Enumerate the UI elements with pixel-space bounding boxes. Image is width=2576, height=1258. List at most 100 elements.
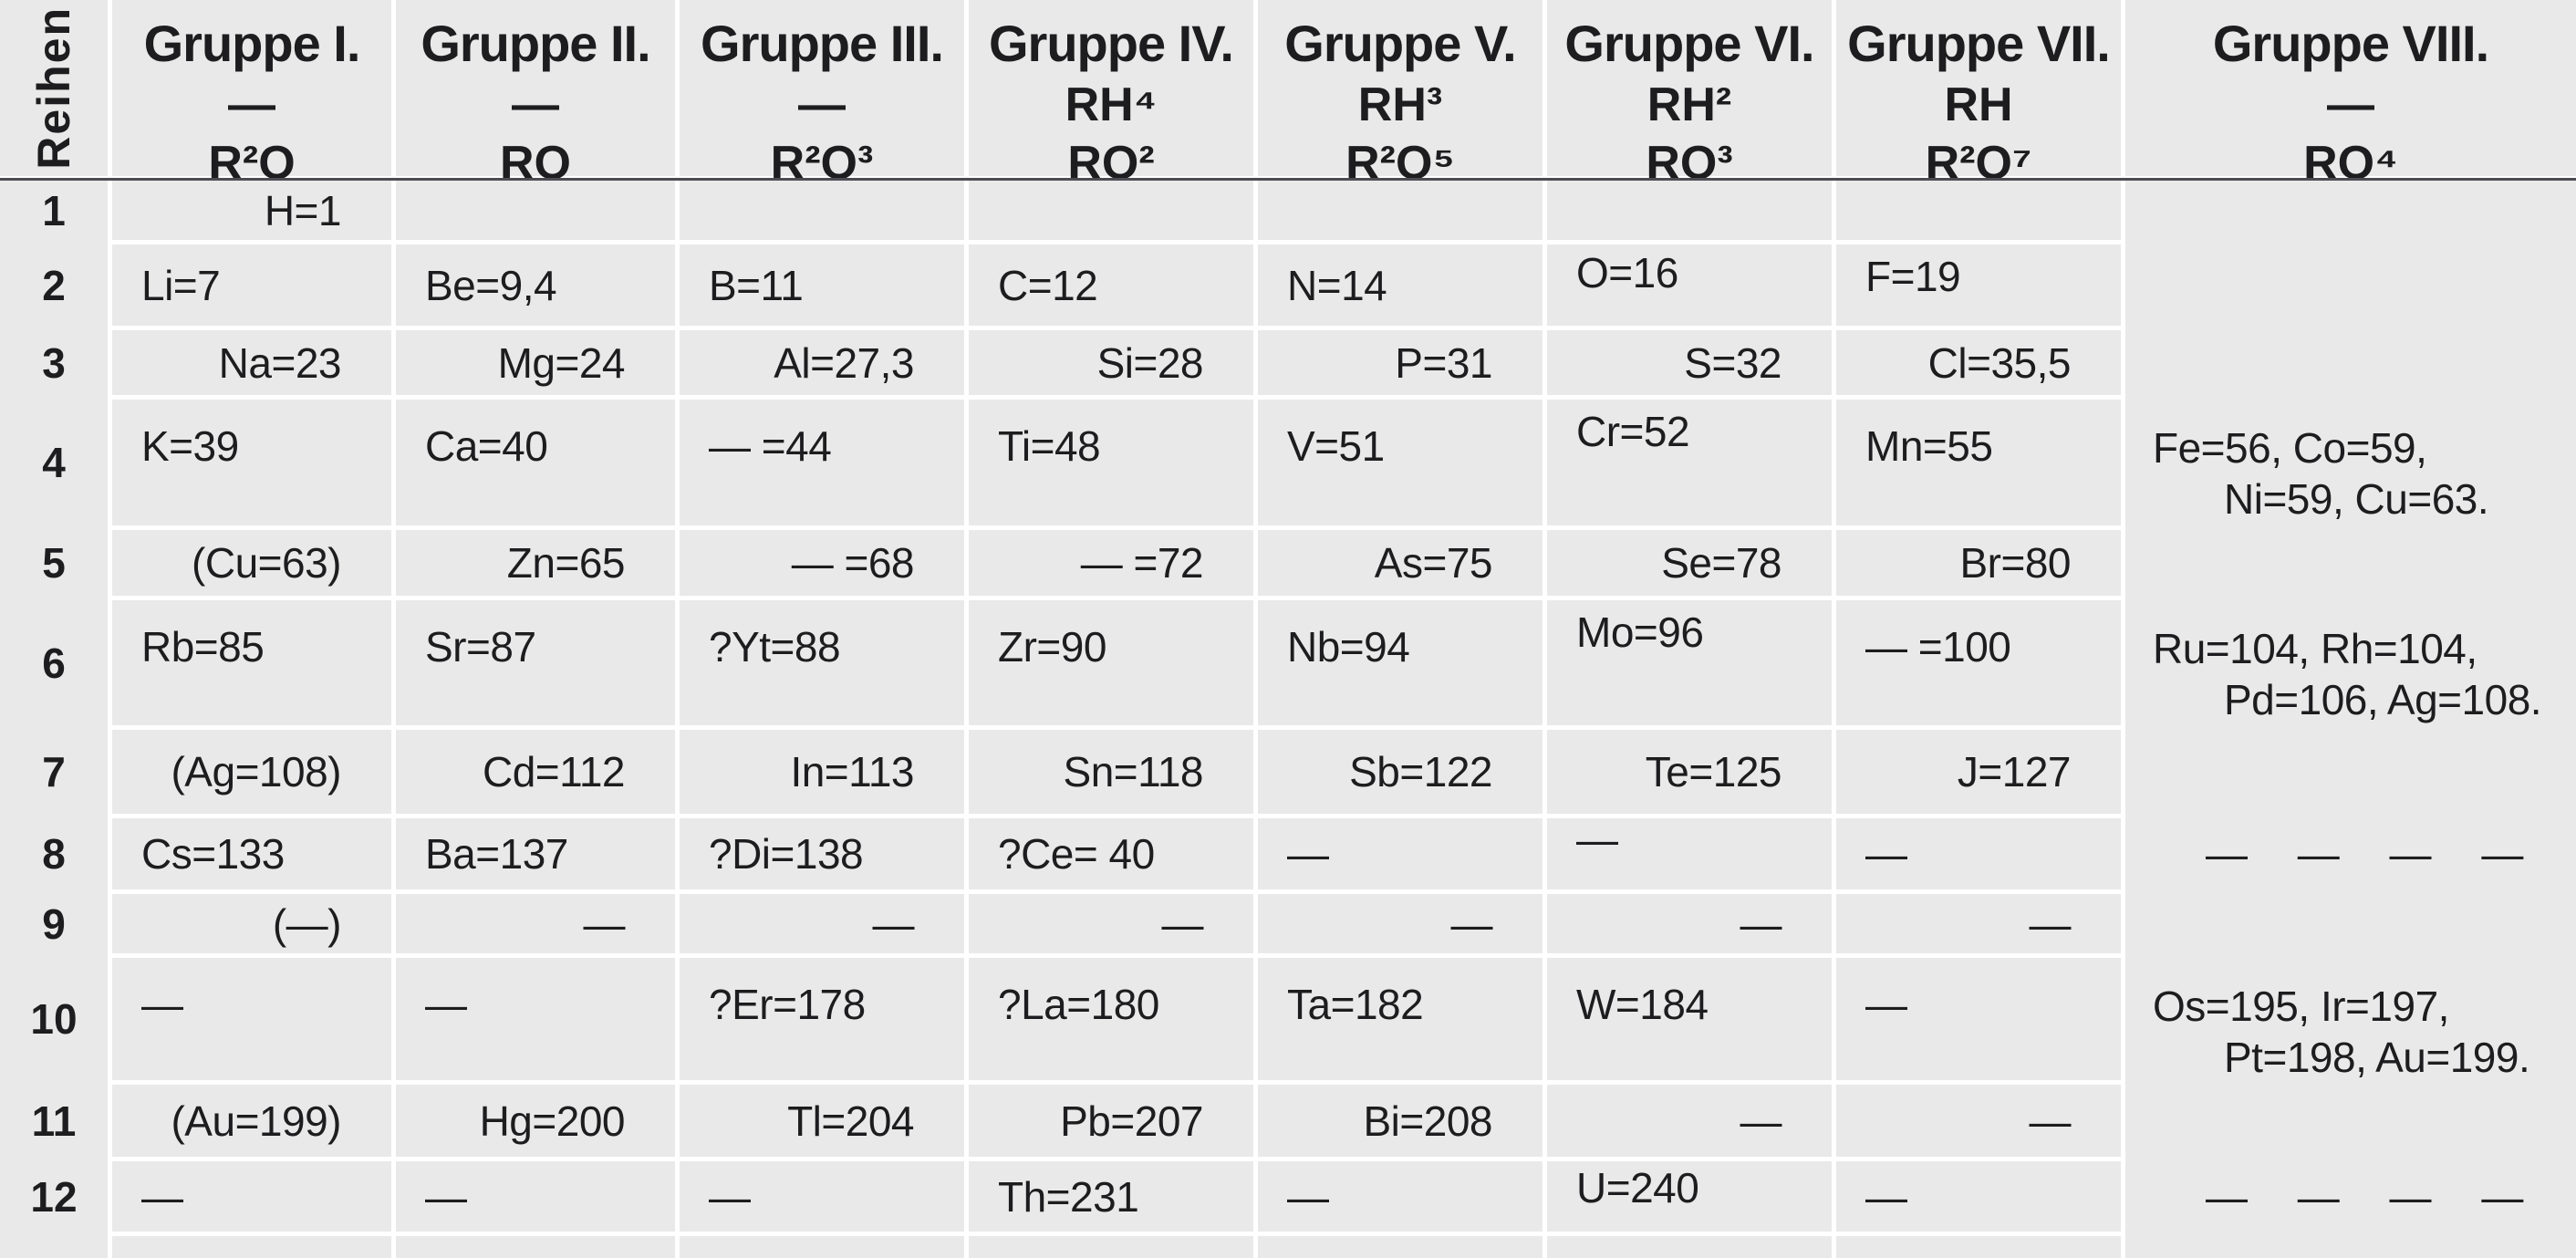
- element-entry: As=75: [1374, 539, 1493, 587]
- cell-group5-row6: Nb=94: [1258, 600, 1542, 725]
- element-entry: V=51: [1287, 422, 1385, 470]
- cell-group6-row10: W=184: [1547, 958, 1832, 1080]
- cell-group2-row11: Hg=200: [396, 1085, 675, 1157]
- cell-group4-row7: Sn=118: [969, 730, 1253, 814]
- row-number: 7: [42, 748, 66, 795]
- element-entry: —: [872, 899, 915, 948]
- group-header-6: Gruppe VI. RH² RO³: [1547, 0, 1832, 188]
- element-entry: —: [1450, 899, 1493, 948]
- group-title: Gruppe II.: [421, 15, 650, 72]
- element-entry: K=39: [141, 422, 239, 470]
- row-number: 12: [30, 1172, 78, 1221]
- element-entry: Ba=137: [425, 830, 568, 878]
- cell-group7-row12: —: [1836, 1161, 2121, 1232]
- cell-group3-row9: —: [680, 894, 964, 953]
- cell-group1-row8: Cs=133: [112, 818, 391, 889]
- element-entry: —: [1161, 899, 1204, 948]
- cell-group5-row8: —: [1258, 818, 1542, 889]
- element-entry: Pb=207: [1060, 1097, 1203, 1145]
- cell-group5-row4: V=51: [1258, 400, 1542, 525]
- group8-entry-line: Fe=56, Co=59,: [2153, 424, 2427, 472]
- element-entry: Ta=182: [1287, 981, 1424, 1028]
- group8-dash-row: — — — —: [2206, 1172, 2524, 1221]
- element-entry: Mn=55: [1865, 422, 1993, 470]
- cell-group2-row2: Be=9,4: [396, 244, 675, 326]
- row-axis-label: Reihen: [28, 6, 79, 170]
- cell-group4-row6: Zr=90: [969, 600, 1253, 725]
- cell-group6-row2: O=16: [1547, 244, 1832, 326]
- cell-group6-row8: —: [1547, 816, 1832, 889]
- cell-group4-row8: ?Ce= 40: [969, 818, 1253, 889]
- element-entry: —: [1865, 1172, 1907, 1221]
- group-header-1: Gruppe I. — R²O: [112, 0, 391, 188]
- element-entry: F=19: [1865, 252, 1961, 300]
- cell-group1-row10: —: [112, 958, 391, 1080]
- group-hydride-formula: RH²: [1646, 78, 1732, 131]
- element-entry: P=31: [1395, 338, 1492, 387]
- cell-group2-row9: —: [396, 894, 675, 953]
- element-entry: Cs=133: [141, 830, 285, 878]
- cell-continuation: [396, 1236, 675, 1258]
- element-entry: (Ag=108): [171, 748, 341, 795]
- element-entry: Si=28: [1096, 338, 1204, 387]
- element-entry: —: [583, 899, 626, 948]
- row-number: 10: [30, 995, 78, 1043]
- group-title: Gruppe V.: [1284, 15, 1516, 72]
- cell-group4-row3: Si=28: [969, 330, 1253, 395]
- element-entry: Th=231: [998, 1172, 1139, 1221]
- cell-group7-row5: Br=80: [1836, 530, 2121, 596]
- group-hydride-formula: —: [512, 78, 559, 131]
- element-entry: Tl=204: [787, 1097, 914, 1145]
- cell-continuation: [969, 1236, 1253, 1258]
- element-entry: ?Yt=88: [709, 623, 841, 671]
- group-title: Gruppe VIII.: [2212, 15, 2489, 72]
- cell-group3-row7: In=113: [680, 730, 964, 814]
- cell-group5-row12: —: [1258, 1161, 1542, 1232]
- group-title: Gruppe IV.: [988, 15, 1234, 72]
- row-number: 8: [42, 830, 66, 878]
- group8-entry-line: Ni=59, Cu=63.: [2224, 475, 2489, 523]
- cell-group1-row6: Rb=85: [112, 600, 391, 725]
- element-entry: —: [2029, 899, 2072, 948]
- element-entry: Zr=90: [998, 623, 1106, 671]
- cell-group2-row1: [396, 181, 675, 240]
- element-entry: —: [425, 981, 467, 1028]
- cell-group6-row9: —: [1547, 894, 1832, 953]
- group-hydride-formula: RH⁴: [1065, 78, 1158, 131]
- group8-entry-line: Pd=106, Ag=108.: [2224, 676, 2542, 723]
- element-entry: In=113: [790, 748, 914, 795]
- cell-group1-row7: (Ag=108): [112, 730, 391, 814]
- group-header-5: Gruppe V. RH³ R²O⁵: [1258, 0, 1542, 188]
- element-entry: S=32: [1684, 338, 1781, 387]
- cell-group3-row1: [680, 181, 964, 240]
- cell-group7-row9: —: [1836, 894, 2121, 953]
- group8-column: Fe=56, Co=59, Ni=59, Cu=63. Ru=104, Rh=104…: [2125, 181, 2576, 1258]
- row-number: 3: [42, 338, 66, 387]
- element-entry: —: [2029, 1097, 2072, 1145]
- cell-group6-row7: Te=125: [1547, 730, 1832, 814]
- group-header-3: Gruppe III. — R²O³: [680, 0, 964, 188]
- element-entry: ?Di=138: [709, 830, 864, 878]
- cell-group3-row5: — =68: [680, 530, 964, 596]
- cell-group5-row10: Ta=182: [1258, 958, 1542, 1080]
- element-entry: Hg=200: [479, 1097, 626, 1145]
- element-entry: —: [141, 981, 183, 1028]
- row-number: 5: [42, 539, 66, 587]
- cell-group5-row5: As=75: [1258, 530, 1542, 596]
- cell-group1-row5: (Cu=63): [112, 530, 391, 596]
- element-entry: Sr=87: [425, 623, 536, 671]
- element-entry: Al=27,3: [774, 338, 914, 387]
- group-hydride-formula: —: [228, 78, 275, 131]
- cell-group1-row3: Na=23: [112, 330, 391, 395]
- element-entry: N=14: [1287, 261, 1387, 309]
- element-entry: Br=80: [1959, 539, 2071, 587]
- row-axis-header: Reihen: [0, 0, 108, 176]
- cell-group3-row2: B=11: [680, 244, 964, 326]
- cell-group2-row7: Cd=112: [396, 730, 675, 814]
- element-entry: Mo=96: [1576, 608, 1704, 656]
- element-entry: Ti=48: [998, 422, 1101, 470]
- cell-group4-row4: Ti=48: [969, 400, 1253, 525]
- cell-group2-row6: Sr=87: [396, 600, 675, 725]
- cell-group2-row5: Zn=65: [396, 530, 675, 596]
